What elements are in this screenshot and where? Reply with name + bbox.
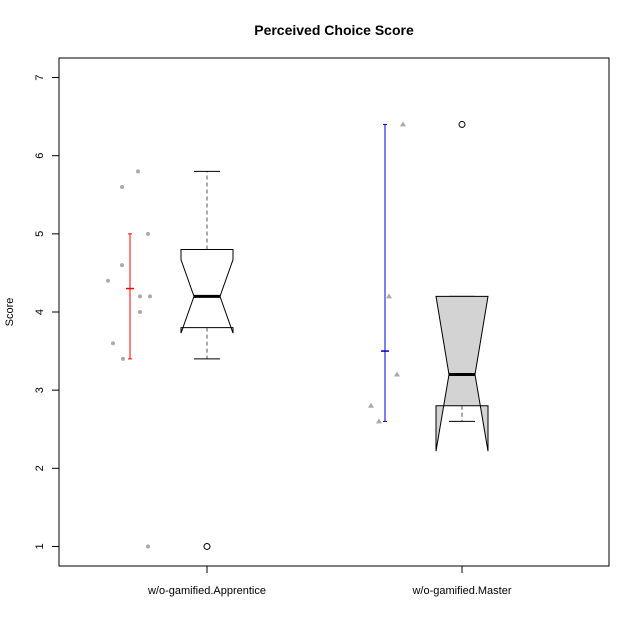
- y-tick-label: 4: [34, 309, 46, 315]
- data-point: [146, 544, 150, 549]
- data-point: [106, 278, 110, 283]
- y-tick-label: 1: [34, 543, 46, 549]
- y-tick-label: 2: [34, 465, 46, 471]
- x-tick-label: w/o-gamified.Apprentice: [147, 585, 266, 597]
- outlier-point: [458, 120, 466, 128]
- data-point: [138, 310, 142, 314]
- chart-marks: [106, 120, 489, 550]
- data-point: [121, 356, 125, 361]
- boxplot-group: [106, 169, 234, 550]
- data-point: [400, 121, 406, 127]
- data-point: [376, 418, 382, 424]
- data-point: [148, 294, 152, 299]
- y-tick-label: 5: [34, 231, 46, 237]
- box: [180, 248, 234, 334]
- y-tick-label: 6: [34, 153, 46, 159]
- data-point: [386, 293, 392, 299]
- outlier-point: [203, 542, 211, 550]
- data-point: [111, 341, 115, 346]
- y-axis: 1 2 3 4 5 6 7: [34, 74, 60, 550]
- y-tick-label: 7: [34, 74, 46, 80]
- data-point: [146, 231, 150, 236]
- y-tick-label: 3: [34, 387, 46, 393]
- x-axis: w/o-gamified.Apprentice w/o-gamified.Mast…: [147, 565, 512, 597]
- data-point: [138, 294, 142, 299]
- data-point: [368, 402, 374, 408]
- data-point: [120, 263, 124, 268]
- data-point: [136, 169, 140, 174]
- y-axis-label: Score: [4, 298, 16, 327]
- data-point: [394, 371, 400, 377]
- x-tick-label: w/o-gamified.Master: [411, 585, 511, 597]
- chart-title: Perceived Choice Score: [254, 22, 414, 38]
- data-point: [120, 184, 124, 189]
- boxplot-group: [368, 120, 489, 452]
